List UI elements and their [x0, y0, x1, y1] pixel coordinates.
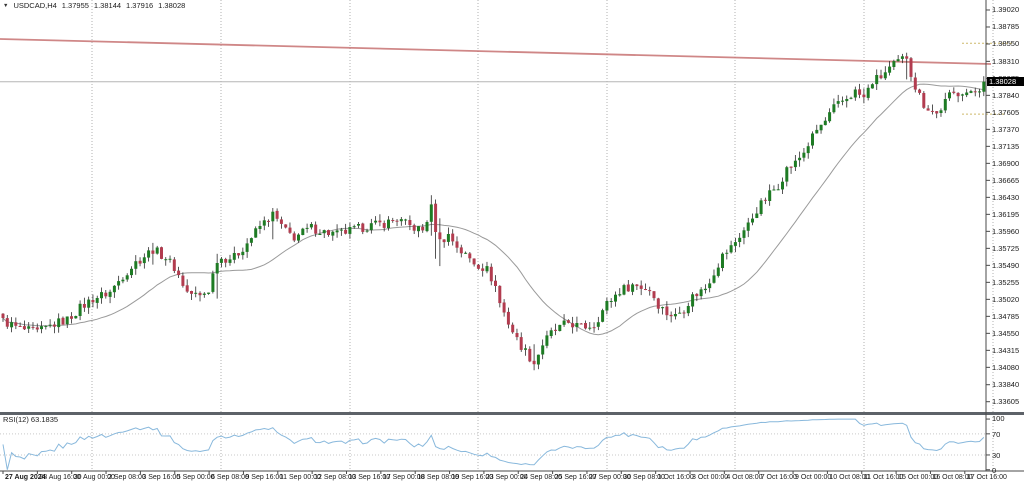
- moving-average-line: [2, 83, 984, 336]
- price-axis-label: 1.33605: [992, 397, 1020, 407]
- candles-layer: [1, 52, 986, 371]
- time-axis-label: 12 Sep 08:00: [314, 474, 356, 481]
- symbol-dropdown-icon[interactable]: ▼: [3, 2, 9, 9]
- time-axis-label: 9 Oct 00:00: [795, 474, 832, 481]
- price-axis-label: 1.35725: [992, 243, 1020, 253]
- price-axis-label: 1.34315: [992, 345, 1020, 355]
- rsi-axis[interactable]: 100 70 30 0: [986, 414, 1024, 475]
- price-axis-label: 1.35490: [992, 260, 1020, 270]
- rsi-level-30: 30: [992, 451, 1001, 460]
- price-axis[interactable]: 1.390201.387851.385501.383101.380751.378…: [986, 0, 1024, 471]
- price-axis-label: 1.37605: [992, 107, 1020, 117]
- current-price-tag: 1.38028: [987, 77, 1024, 87]
- price-axis-label: 1.34550: [992, 328, 1020, 338]
- price-axis-label: 1.35255: [992, 277, 1020, 287]
- time-axis-label: 7 Oct 16:00: [760, 474, 797, 481]
- time-axis-label: 30 Sep 08:00: [623, 474, 665, 481]
- price-axis-label: 1.34080: [992, 362, 1020, 372]
- price-axis-label: 1.36195: [992, 209, 1020, 219]
- price-axis-label: 1.39020: [992, 5, 1020, 15]
- time-axis-label: 18 Sep 08:00: [417, 474, 459, 481]
- price-axis-label: 1.37840: [992, 90, 1020, 100]
- price-axis-label: 1.37135: [992, 141, 1020, 151]
- rsi-indicator-label: RSI(12) 63.1835: [3, 415, 59, 424]
- close-value: 1.38028: [158, 1, 186, 10]
- time-axis-label: 2 Sep 08:00: [108, 474, 146, 481]
- time-axis-label: 17 Sep 00:00: [382, 474, 425, 481]
- rsi-level-70: 70: [992, 430, 1001, 439]
- time-axis-label: 10 Oct 08:00: [829, 474, 870, 481]
- price-axis-label: 1.33840: [992, 380, 1020, 390]
- rsi-line: [2, 418, 985, 470]
- rsi-level-0: 0: [992, 466, 997, 475]
- price-axis-label: 1.34785: [992, 311, 1020, 321]
- low-value: 1.37916: [126, 1, 154, 10]
- time-axis-label: 17 Oct 16:00: [966, 474, 1007, 481]
- trendline: [0, 38, 992, 65]
- time-axis-label: 27 Aug 2024: [5, 474, 46, 481]
- price-axis-label: 1.38310: [992, 56, 1020, 66]
- price-axis-label: 1.37370: [992, 124, 1020, 134]
- time-axis-label: 25 Sep 16:00: [554, 474, 597, 481]
- time-axis-label: 27 Sep 00:00: [588, 474, 631, 481]
- time-axis-label: 23 Sep 00:00: [485, 474, 528, 481]
- time-axis-label: 28 Aug 16:00: [39, 474, 81, 481]
- time-axis-label: 4 Oct 08:00: [726, 474, 763, 481]
- price-axis-label: 1.36665: [992, 175, 1020, 185]
- time-axis-label: 15 Oct 00:00: [898, 474, 939, 481]
- price-axis-label: 1.36900: [992, 158, 1020, 168]
- panel-divider: [0, 412, 1024, 415]
- price-axis-label: 1.38550: [992, 39, 1020, 49]
- price-axis-label: 1.36430: [992, 192, 1020, 202]
- time-axis-label: 16 Oct 08:00: [932, 474, 973, 481]
- time-axis-label: 9 Sep 16:00: [245, 474, 284, 481]
- open-value: 1.37955: [61, 1, 89, 10]
- time-axis-label: 3 Oct 00:00: [692, 474, 729, 481]
- time-axis-label: 19 Sep 16:00: [451, 474, 494, 481]
- price-axis-label: 1.35960: [992, 226, 1020, 236]
- time-axis-label: 6 Sep 08:00: [211, 474, 249, 481]
- price-axis-label: 1.38785: [992, 22, 1020, 32]
- rsi-level-100: 100: [992, 414, 1005, 423]
- symbol-timeframe-label: USDCAD,H4: [13, 1, 57, 10]
- high-value: 1.38144: [93, 1, 122, 10]
- time-axis-label: 11 Sep 00:00: [279, 474, 321, 481]
- ohlc-info-bar: ▼ USDCAD,H4 1.37955 1.38144 1.37916 1.38…: [3, 1, 185, 10]
- time-axis-label: 24 Sep 08:00: [520, 474, 562, 481]
- price-axis-label: 1.35020: [992, 294, 1020, 304]
- time-axis-label: 30 Aug 00:00: [73, 474, 115, 481]
- time-axis-label: 5 Sep 00:00: [176, 474, 215, 481]
- time-axis[interactable]: 27 Aug 2024 28 Aug 16:00 30 Aug 00:00 2 Sep…: [0, 471, 1024, 486]
- time-axis-label: 13 Sep 16:00: [348, 474, 391, 481]
- time-axis-label: 1 Oct 16:00: [657, 474, 694, 481]
- time-axis-label: 3 Sep 16:00: [142, 474, 181, 481]
- time-axis-label: 11 Oct 16:00: [863, 474, 904, 481]
